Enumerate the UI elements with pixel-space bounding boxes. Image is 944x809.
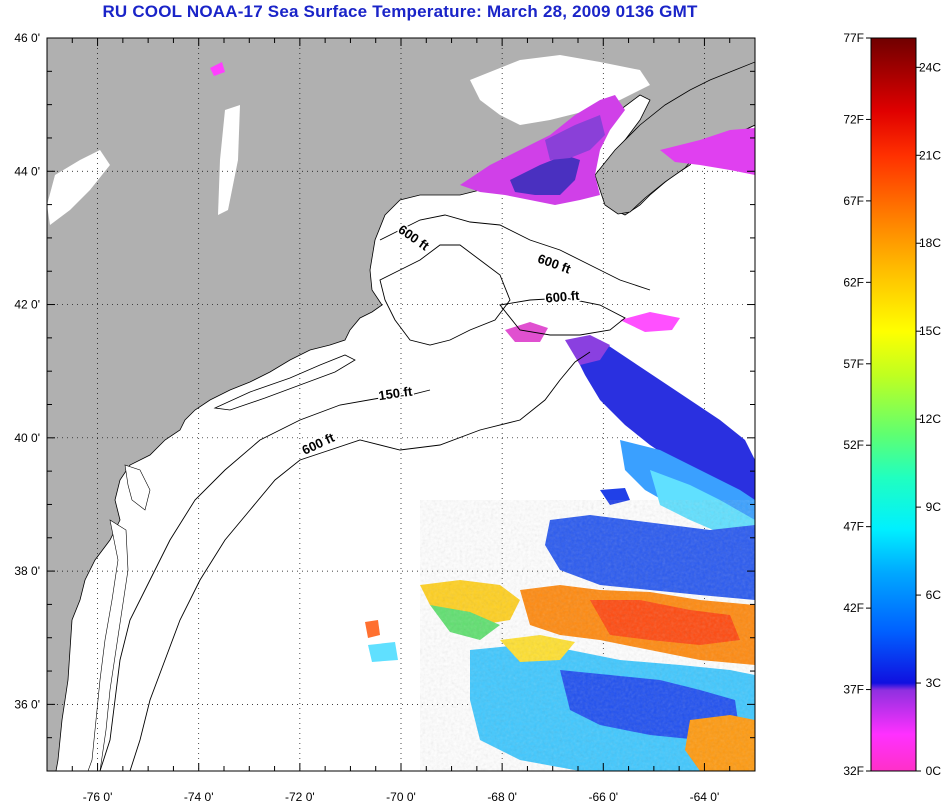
- colorbar-celsius-labels: 24C 21C 18C 15C 12C 9C 6C 3C 0C: [916, 60, 941, 778]
- lon-tick-label: -76 0': [83, 790, 113, 804]
- colorbar-f-label: 77F: [843, 31, 864, 45]
- colorbar-f-label: 67F: [843, 194, 864, 208]
- sst-patch-banks: [620, 312, 680, 332]
- sst-patch-maine-small: [210, 62, 225, 76]
- lon-tick-label: -70 0': [386, 790, 416, 804]
- colorbar-fahrenheit-labels: 77F 72F 67F 62F 57F 52F 47F 42F 37F 32F: [843, 31, 871, 778]
- longitude-axis: -76 0' -74 0' -72 0' -70 0' -68 0' -66 0' -64 …: [46, 38, 756, 804]
- colorbar-c-label: 15C: [919, 324, 941, 338]
- lon-tick-label: -64 0': [690, 790, 720, 804]
- colorbar-f-label: 32F: [843, 764, 864, 778]
- inland-lake: [47, 150, 110, 225]
- contour-georges: [499, 297, 626, 336]
- colorbar-f-label: 72F: [843, 112, 864, 126]
- map-area: [47, 38, 755, 771]
- lon-tick-label: -68 0': [487, 790, 517, 804]
- long-island-sound: [213, 354, 356, 411]
- gulf-of-st-lawrence: [470, 55, 650, 125]
- sst-patch-northeast: [660, 128, 755, 175]
- lat-tick-label: 44 0': [14, 164, 40, 178]
- colorbar-f-label: 62F: [843, 275, 864, 289]
- colorbar-c-label: 18C: [919, 236, 941, 250]
- contour-gulf-maine: [379, 214, 651, 291]
- colorbar-f-label: 37F: [843, 683, 864, 697]
- sst-patch-gb: [505, 322, 548, 342]
- colorbar-c-label: 24C: [919, 60, 941, 74]
- colorbar-c-label: 9C: [926, 500, 942, 514]
- lat-tick-label: 38 0': [14, 564, 40, 578]
- colorbar-bar: [870, 37, 917, 772]
- sst-patch-fundy-core: [510, 155, 580, 195]
- lat-tick-label: 42 0': [14, 298, 40, 312]
- sst-patch-small-orange: [365, 620, 380, 638]
- lat-tick-label: 40 0': [14, 431, 40, 445]
- sst-patch-slope-purple: [565, 335, 610, 365]
- colorbar-c-label: 0C: [926, 764, 942, 778]
- colorbar-c-label: 21C: [919, 148, 941, 162]
- depth-label-halo: 600 ft: [545, 288, 581, 306]
- sst-data-layer: [210, 62, 755, 771]
- contour-150ft: [99, 389, 431, 771]
- sst-patch-fundy-mid: [545, 115, 605, 160]
- lat-tick-label: 46 0': [14, 31, 40, 45]
- colorbar-f-label: 47F: [843, 520, 864, 534]
- lon-tick-label: -66 0': [588, 790, 618, 804]
- colorbar-c-label: 6C: [926, 588, 942, 602]
- contour-600ft-shelf: [129, 351, 591, 771]
- latitude-axis: 46 0' 44 0' 42 0' 40 0' 38 0' 36 0': [14, 31, 755, 772]
- inland-lake: [218, 105, 240, 215]
- depth-label-halo: 150 ft: [377, 383, 413, 403]
- sst-texture: [420, 500, 755, 771]
- colorbar-c-label: 12C: [919, 412, 941, 426]
- depth-label: 600 ft: [545, 288, 581, 306]
- colorbar: 77F 72F 67F 62F 57F 52F 47F 42F 37F 32F 24C 21C 18C…: [843, 31, 941, 778]
- sst-patch-small-cyan: [368, 642, 398, 662]
- colorbar-c-label: 3C: [926, 676, 942, 690]
- map-title: RU COOL NOAA-17 Sea Surface Temperature:…: [102, 2, 698, 21]
- lon-tick-label: -74 0': [184, 790, 214, 804]
- colorbar-f-label: 52F: [843, 438, 864, 452]
- chesapeake-bay: [87, 519, 129, 771]
- colorbar-f-label: 42F: [843, 601, 864, 615]
- depth-contours: [99, 214, 651, 771]
- colorbar-f-label: 57F: [843, 357, 864, 371]
- depth-label: 150 ft: [377, 383, 413, 403]
- contour-gom-inner: [379, 244, 511, 346]
- lat-tick-label: 36 0': [14, 697, 40, 711]
- delaware-bay: [124, 464, 151, 511]
- lon-tick-label: -72 0': [285, 790, 315, 804]
